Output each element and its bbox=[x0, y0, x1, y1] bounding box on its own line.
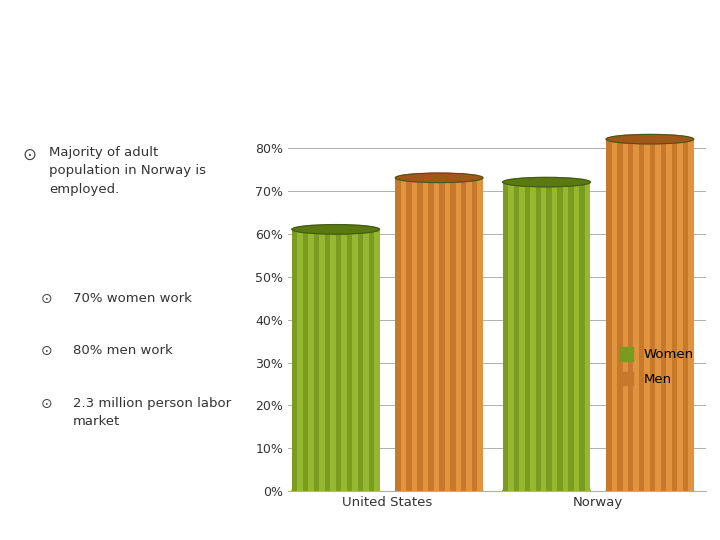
Bar bbox=[363, 230, 369, 491]
Ellipse shape bbox=[606, 134, 693, 144]
Bar bbox=[557, 182, 563, 491]
Bar bbox=[568, 182, 574, 491]
Bar bbox=[552, 182, 557, 491]
Bar bbox=[346, 230, 352, 491]
Ellipse shape bbox=[503, 178, 590, 187]
Bar bbox=[634, 139, 639, 491]
Bar bbox=[672, 139, 678, 491]
Bar bbox=[611, 139, 617, 491]
Bar bbox=[508, 182, 514, 491]
Bar bbox=[683, 139, 688, 491]
Text: 80% men work: 80% men work bbox=[73, 345, 173, 357]
Bar bbox=[341, 230, 347, 491]
Bar bbox=[519, 182, 525, 491]
Bar bbox=[374, 230, 379, 491]
Ellipse shape bbox=[395, 173, 483, 183]
Bar bbox=[352, 230, 358, 491]
Ellipse shape bbox=[292, 488, 379, 493]
Bar bbox=[563, 182, 568, 491]
Bar bbox=[666, 139, 672, 491]
Bar bbox=[417, 178, 423, 491]
Text: 2.3 million person labor
market: 2.3 million person labor market bbox=[73, 397, 231, 428]
Bar bbox=[639, 139, 644, 491]
Bar bbox=[655, 139, 661, 491]
Bar bbox=[467, 178, 472, 491]
Bar bbox=[513, 182, 519, 491]
Legend: Women, Men: Women, Men bbox=[615, 342, 699, 392]
Bar bbox=[303, 230, 308, 491]
Bar bbox=[358, 230, 363, 491]
Bar bbox=[395, 178, 401, 491]
Bar bbox=[461, 178, 467, 491]
Bar bbox=[433, 178, 439, 491]
Bar bbox=[536, 182, 541, 491]
Bar bbox=[325, 230, 330, 491]
Bar bbox=[585, 182, 590, 491]
Text: ⊙: ⊙ bbox=[41, 345, 53, 358]
Bar bbox=[628, 139, 634, 491]
Bar bbox=[450, 178, 456, 491]
Bar bbox=[678, 139, 683, 491]
Bar bbox=[406, 178, 412, 491]
Bar bbox=[423, 178, 428, 491]
Text: ⊙: ⊙ bbox=[41, 397, 53, 411]
Ellipse shape bbox=[606, 488, 693, 493]
Bar bbox=[546, 182, 552, 491]
Bar bbox=[661, 139, 666, 491]
Bar bbox=[580, 182, 585, 491]
Bar bbox=[477, 178, 483, 491]
Bar bbox=[606, 139, 612, 491]
Bar bbox=[428, 178, 433, 491]
Bar bbox=[688, 139, 693, 491]
Bar bbox=[319, 230, 325, 491]
Bar bbox=[308, 230, 314, 491]
Bar bbox=[412, 178, 418, 491]
Bar bbox=[314, 230, 320, 491]
Bar bbox=[472, 178, 477, 491]
Bar bbox=[336, 230, 341, 491]
Text: Majority of adult
population in Norway is
employed.: Majority of adult population in Norway i… bbox=[49, 146, 206, 196]
Bar bbox=[503, 182, 508, 491]
Bar bbox=[617, 139, 623, 491]
Text: 70% women work: 70% women work bbox=[73, 292, 192, 305]
Ellipse shape bbox=[395, 488, 483, 493]
Bar bbox=[623, 139, 628, 491]
Bar bbox=[297, 230, 303, 491]
Bar bbox=[444, 178, 450, 491]
Bar bbox=[650, 139, 655, 491]
Bar bbox=[456, 178, 461, 491]
Bar bbox=[369, 230, 374, 491]
Text: ⊙: ⊙ bbox=[41, 292, 53, 306]
Bar bbox=[541, 182, 546, 491]
Bar bbox=[530, 182, 536, 491]
Ellipse shape bbox=[292, 225, 379, 234]
Text: Demographic: Employment: Demographic: Employment bbox=[36, 61, 460, 89]
Bar bbox=[574, 182, 580, 491]
Bar bbox=[292, 230, 297, 491]
Bar bbox=[330, 230, 336, 491]
Bar bbox=[525, 182, 530, 491]
Bar bbox=[439, 178, 445, 491]
Bar bbox=[401, 178, 406, 491]
Ellipse shape bbox=[503, 488, 590, 493]
Text: ⊙: ⊙ bbox=[22, 146, 36, 164]
Bar bbox=[644, 139, 650, 491]
